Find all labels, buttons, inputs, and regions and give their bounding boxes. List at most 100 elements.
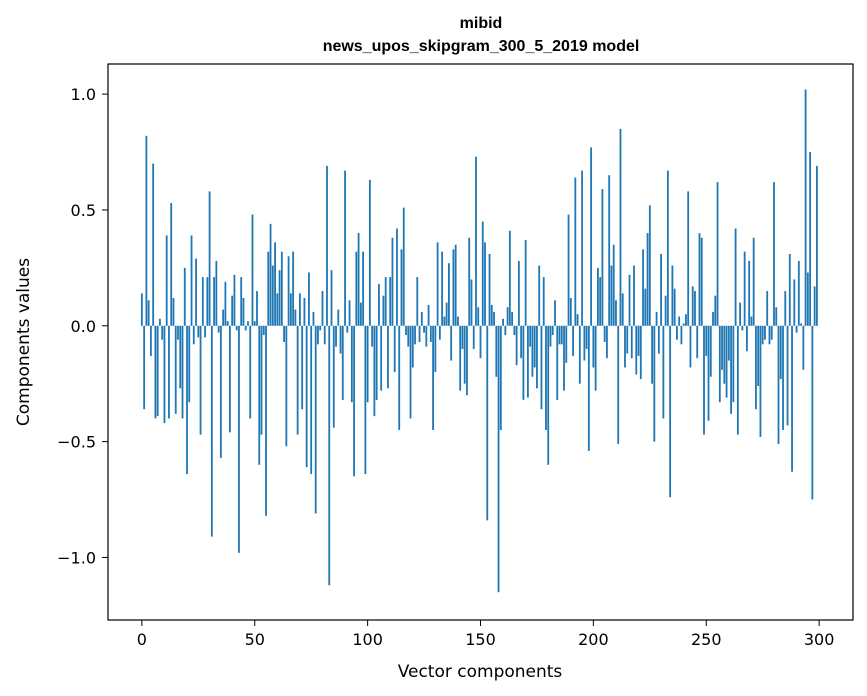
bar <box>283 325 285 342</box>
bar <box>140 293 143 326</box>
bar <box>696 325 699 359</box>
bar <box>339 325 342 354</box>
bar <box>520 325 523 359</box>
bar <box>242 297 245 326</box>
bar <box>644 288 647 326</box>
bar <box>567 214 570 326</box>
bar <box>389 277 392 326</box>
x-tick-label: 150 <box>465 630 496 649</box>
bar <box>411 325 414 368</box>
bar <box>226 321 229 326</box>
bar <box>400 249 403 326</box>
bar <box>348 300 351 326</box>
bar <box>305 325 308 468</box>
bar <box>470 279 473 326</box>
bar <box>423 325 425 333</box>
bar <box>743 251 746 326</box>
bar <box>551 325 554 336</box>
bar <box>511 311 514 326</box>
bar <box>689 325 692 368</box>
bar <box>396 228 398 326</box>
bar <box>192 325 195 345</box>
bar <box>725 325 728 398</box>
bar <box>721 325 723 370</box>
bar <box>477 307 480 326</box>
bar <box>716 182 719 326</box>
bar <box>508 230 511 326</box>
bar <box>761 325 764 345</box>
bar <box>276 293 279 326</box>
bar <box>527 325 529 398</box>
bar <box>262 325 265 336</box>
bar <box>540 325 543 410</box>
bar <box>745 325 748 352</box>
bar <box>332 325 335 428</box>
bar <box>210 325 213 537</box>
bar <box>764 325 766 340</box>
bar <box>617 325 620 444</box>
x-axis-label: Vector components <box>398 662 563 682</box>
bar <box>420 311 423 326</box>
bar <box>330 270 333 326</box>
bar <box>766 291 769 326</box>
bar <box>296 325 299 435</box>
bar <box>235 325 238 331</box>
bar <box>673 288 676 326</box>
bar <box>581 170 583 326</box>
bar <box>642 249 644 326</box>
bar <box>669 325 672 498</box>
x-tick-label: 50 <box>245 630 265 649</box>
bar <box>651 325 653 384</box>
bar <box>615 300 617 326</box>
bar <box>795 325 798 333</box>
bar <box>177 325 179 340</box>
bar <box>353 325 355 477</box>
bar <box>317 325 319 345</box>
bars-group <box>140 89 818 593</box>
bar <box>335 325 337 347</box>
bar <box>732 325 735 403</box>
bar <box>802 325 805 370</box>
bar <box>619 128 622 326</box>
bar <box>183 267 186 326</box>
bar <box>373 325 376 417</box>
bar <box>289 293 292 326</box>
bar <box>628 274 631 326</box>
bar <box>502 318 504 326</box>
bar <box>208 191 211 326</box>
bar <box>495 325 498 377</box>
bar <box>402 207 405 326</box>
bar <box>443 316 446 326</box>
bar <box>450 325 453 361</box>
x-tick-label: 250 <box>691 630 722 649</box>
bar <box>800 323 802 326</box>
bar <box>709 325 712 377</box>
bar <box>271 265 274 326</box>
bar <box>326 165 328 326</box>
bar <box>438 325 441 340</box>
bar <box>558 325 561 345</box>
bar <box>310 325 313 475</box>
bar <box>375 325 378 400</box>
bar <box>784 291 787 326</box>
bar <box>517 260 520 326</box>
bar <box>152 163 155 326</box>
bar <box>308 272 310 326</box>
bar <box>215 260 218 326</box>
bar <box>633 265 635 326</box>
bar <box>653 325 656 442</box>
bar <box>730 325 732 414</box>
bar <box>811 325 814 500</box>
y-axis-label: Components values <box>14 258 34 426</box>
bar <box>265 325 267 516</box>
bar <box>475 156 477 326</box>
bar <box>219 325 222 458</box>
y-tick-label: −0.5 <box>57 433 96 452</box>
bar <box>606 325 608 359</box>
y-tick-label: 0.0 <box>71 317 96 336</box>
bar <box>624 325 626 368</box>
bar <box>700 237 703 326</box>
bar <box>777 325 780 444</box>
bar <box>156 325 159 417</box>
bar <box>506 307 509 326</box>
